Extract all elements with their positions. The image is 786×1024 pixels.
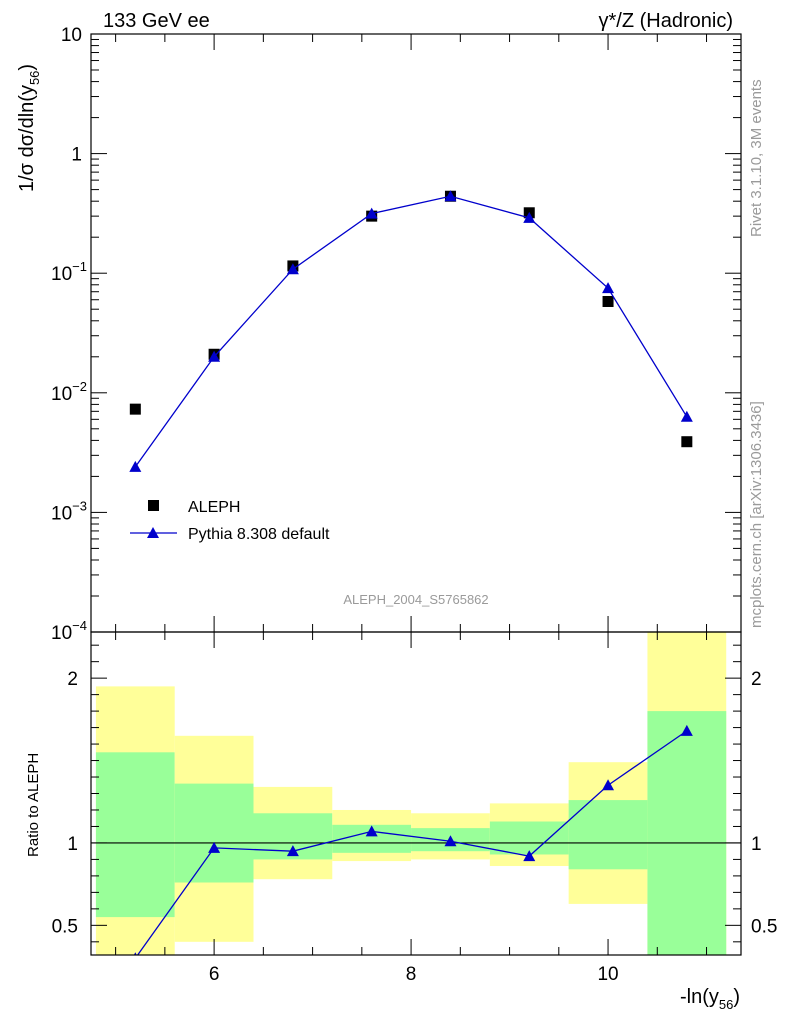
ratio-pythia-point: [208, 841, 221, 853]
ratio-pythia-point: [523, 850, 536, 862]
ratio-y-tick-label-right: 1: [751, 834, 762, 855]
legend-marker-pythia: [147, 527, 159, 538]
ratio-band-green: [568, 800, 648, 870]
ratio-y-tick-label-left: 0.5: [52, 916, 78, 937]
x-axis-label: -ln(y56): [680, 986, 740, 1012]
ratio-uncertainty-bands: [95, 632, 727, 955]
mcplots-label: mcplots.cern.ch [arXiv:1306.3436]: [748, 401, 765, 628]
main-y-tick-label: 10−4: [51, 618, 87, 644]
main-y-tick-label: 10−2: [51, 379, 87, 405]
legend-label-aleph: ALEPH: [188, 499, 240, 516]
main-y-tick-label: 1: [71, 145, 82, 166]
x-tick-label: 10: [597, 964, 618, 985]
x-tick-label: 8: [406, 964, 417, 985]
aleph-data-point: [602, 295, 614, 307]
aleph-data-point: [129, 403, 141, 415]
ratio-band-green: [647, 711, 727, 955]
ratio-y-tick-label-right: 2: [751, 669, 762, 690]
legend-label-pythia: Pythia 8.308 default: [188, 526, 330, 543]
ratio-y-tick-label-right: 0.5: [751, 916, 777, 937]
header-left: 133 GeV ee: [103, 10, 210, 32]
ratio-band-green: [174, 783, 254, 883]
ratio-pythia-point: [680, 724, 693, 736]
aleph-data-point: [681, 436, 693, 448]
pythia-data-point: [444, 190, 457, 202]
ratio-y-axis-label: Ratio to ALEPH: [25, 753, 42, 857]
main-y-axis-label: 1/σ dσ/dln(y56): [16, 64, 42, 192]
pythia-data-point: [208, 350, 221, 362]
pythia-data-point: [602, 282, 615, 294]
pythia-data-point: [129, 460, 142, 472]
ratio-pythia-point: [602, 779, 615, 791]
legend-marker-aleph: [148, 500, 159, 511]
analysis-watermark: ALEPH_2004_S5765862: [343, 592, 488, 607]
ratio-pythia-point: [286, 845, 299, 857]
legend: ALEPH Pythia 8.308 default: [130, 499, 330, 543]
ratio-pythia-point: [133, 952, 137, 955]
main-y-tick-label: 10−3: [51, 498, 87, 524]
main-y-tick-label: 10−1: [51, 259, 87, 285]
ratio-pythia-point: [365, 825, 378, 837]
pythia-data-point: [365, 207, 378, 219]
rivet-label: Rivet 3.1.10, 3M events: [748, 79, 765, 237]
pythia-line: [134, 195, 688, 468]
pythia-data-point: [286, 263, 299, 275]
ratio-band-green: [489, 821, 569, 855]
header-right: γ*/Z (Hadronic): [599, 10, 733, 32]
ratio-band-green: [95, 752, 175, 918]
pythia-data-point: [680, 410, 693, 422]
pythia-data-point: [523, 211, 536, 223]
main-y-tick-label: 10: [61, 25, 82, 46]
main-series: [129, 190, 693, 472]
main-axis-ticks: 10−4 10−3 10−2 10−1 1 10: [51, 25, 741, 644]
ratio-axis-ticks: 0.5 0.5 1 1 2 2 6 8 10: [52, 632, 777, 985]
ratio-pythia-line: [136, 730, 688, 955]
ratio-y-tick-label-left: 1: [67, 834, 78, 855]
ratio-series-pythia: [133, 724, 693, 955]
x-tick-label: 6: [209, 964, 220, 985]
ratio-pythia-point: [444, 835, 457, 847]
ratio-y-tick-label-left: 2: [67, 669, 78, 690]
